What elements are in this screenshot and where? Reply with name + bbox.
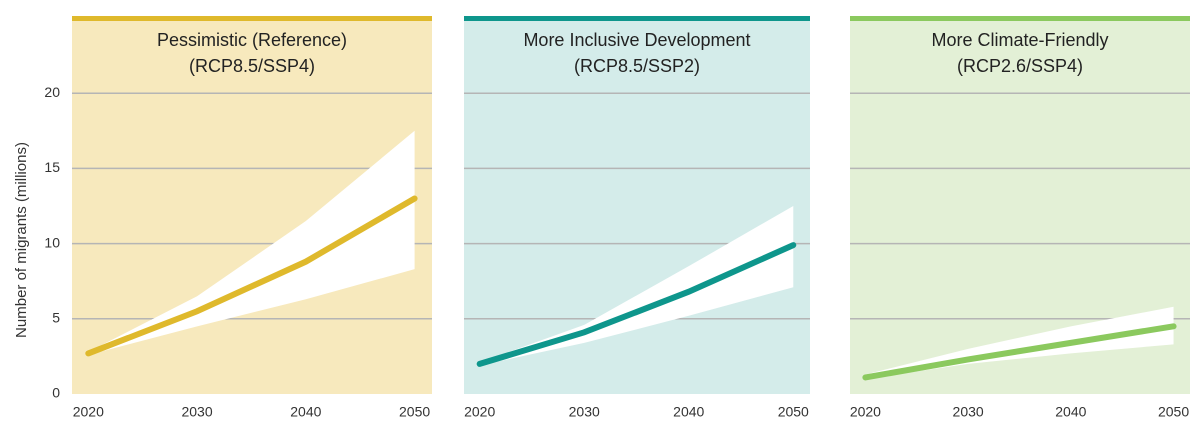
y-tick-label: 0 bbox=[52, 385, 60, 401]
panel-subtitle: (RCP8.5/SSP4) bbox=[189, 56, 315, 76]
panel-top-bar bbox=[850, 16, 1190, 21]
panel-title: More Climate-Friendly bbox=[931, 30, 1108, 50]
panel-title: More Inclusive Development bbox=[523, 30, 750, 50]
line bbox=[862, 323, 1177, 381]
x-tick-label: 2040 bbox=[1055, 404, 1086, 420]
line bbox=[85, 195, 418, 357]
uncertainty-band bbox=[88, 130, 415, 355]
panel-top-bar bbox=[464, 16, 810, 21]
line bbox=[476, 242, 797, 367]
panel-top-bar bbox=[72, 16, 432, 21]
x-tick-label: 2020 bbox=[73, 404, 104, 420]
y-tick-label: 20 bbox=[44, 84, 60, 100]
x-tick-label: 2020 bbox=[850, 404, 881, 420]
x-tick-label: 2020 bbox=[464, 404, 495, 420]
x-tick-label: 2050 bbox=[778, 404, 809, 420]
panel-subtitle: (RCP8.5/SSP2) bbox=[574, 56, 700, 76]
uncertainty-band bbox=[479, 206, 794, 366]
y-axis-label: Number of migrants (millions) bbox=[13, 142, 30, 338]
y-tick-label: 15 bbox=[44, 159, 60, 175]
y-tick-label: 5 bbox=[52, 310, 60, 326]
x-tick-label: 2040 bbox=[673, 404, 704, 420]
x-tick-label: 2050 bbox=[399, 404, 430, 420]
x-tick-label: 2050 bbox=[1158, 404, 1189, 420]
panel-subtitle: (RCP2.6/SSP4) bbox=[957, 56, 1083, 76]
panel-background bbox=[464, 18, 810, 394]
y-tick-label: 10 bbox=[44, 234, 60, 250]
x-tick-label: 2040 bbox=[290, 404, 321, 420]
x-tick-label: 2030 bbox=[953, 404, 984, 420]
x-tick-label: 2030 bbox=[569, 404, 600, 420]
x-tick-label: 2030 bbox=[181, 404, 212, 420]
panel-title: Pessimistic (Reference) bbox=[157, 30, 347, 50]
